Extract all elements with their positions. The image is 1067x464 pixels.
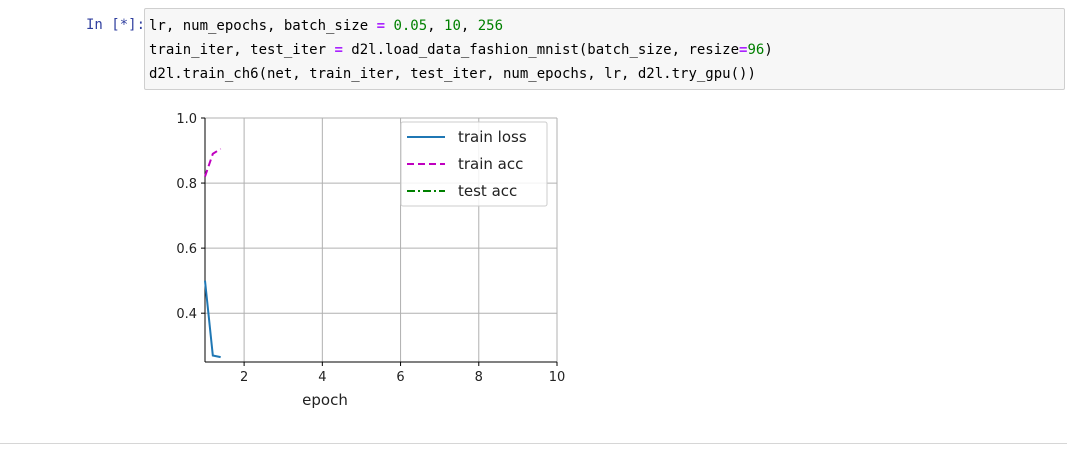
code-token: d2l.load_data_fashion_mnist(batch_size, … (342, 42, 740, 58)
code-input-area[interactable]: lr, num_epochs, batch_size = 0.05, 10, 2… (144, 8, 1065, 90)
x-axis-label: epoch (302, 391, 348, 409)
code-token: = (334, 42, 343, 58)
legend-label: test acc (458, 182, 517, 200)
code-token: 96 (747, 42, 765, 58)
code-token: 256 (477, 18, 504, 34)
series-line (204, 280, 221, 359)
code-token: = (376, 18, 386, 34)
x-tick-label: 10 (549, 370, 566, 385)
y-tick-label: 0.8 (176, 177, 197, 192)
code-token: train_iter, test_iter (149, 42, 335, 58)
x-tick-label: 6 (396, 370, 404, 385)
code-token: , (460, 18, 478, 34)
cell-output: 2 4 6 8 10 0.4 0.6 0.8 1.0 epoch train loss train a… (144, 100, 584, 430)
legend-label: train loss (458, 128, 527, 146)
cell-prompt: In [*]: (86, 17, 146, 33)
training-chart: 2 4 6 8 10 0.4 0.6 0.8 1.0 epoch train loss train a… (176, 112, 566, 409)
code-token: lr, num_epochs, batch_size (149, 18, 377, 34)
code-line-2: train_iter, test_iter = d2l.load_data_fa… (149, 38, 1060, 62)
code-token: , (427, 18, 445, 34)
cell-divider (0, 443, 1067, 444)
legend-box (400, 121, 548, 207)
series-line (204, 148, 222, 177)
code-token: d2l.train_ch6(net, train_iter, test_iter… (149, 66, 756, 82)
code-line-3: d2l.train_ch6(net, train_iter, test_iter… (149, 62, 1060, 86)
code-token: 10 (444, 18, 461, 34)
code-token: ) (764, 42, 773, 58)
x-tick-label: 2 (240, 370, 248, 385)
y-tick-label: 1.0 (176, 112, 197, 127)
x-tick-label: 4 (318, 370, 326, 385)
legend-label: train acc (458, 155, 523, 173)
code-line-1: lr, num_epochs, batch_size = 0.05, 10, 2… (149, 14, 1060, 38)
x-tick-label: 8 (475, 370, 483, 385)
code-token: 0.05 (393, 18, 428, 34)
y-tick-label: 0.4 (176, 307, 197, 322)
y-tick-label: 0.6 (176, 242, 197, 257)
code-token: = (739, 42, 748, 58)
